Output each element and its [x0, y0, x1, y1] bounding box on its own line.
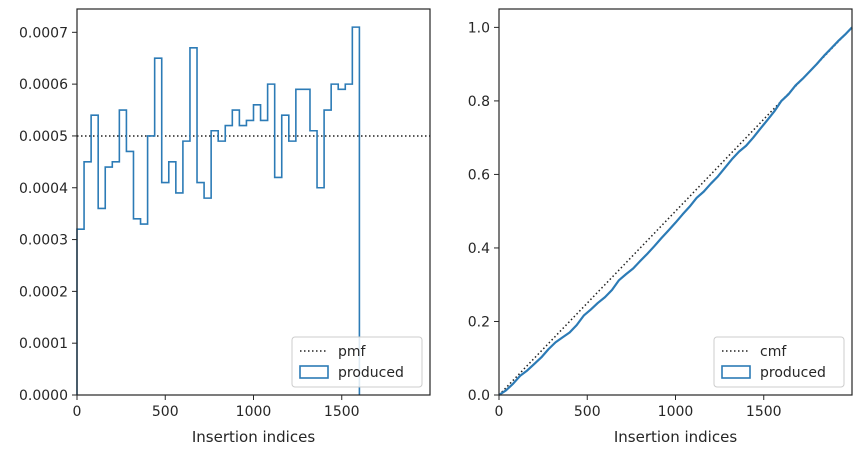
y-tick-label: 0.0 [468, 388, 490, 404]
legend-produced-label: produced [338, 365, 404, 381]
x-tick-label: 1500 [746, 404, 782, 420]
y-tick-label: 0.0006 [19, 77, 68, 93]
legend-reference-label: pmf [338, 344, 367, 360]
legend-box [713, 336, 845, 388]
legend-produced-swatch [721, 365, 751, 379]
x-tick-label: 1500 [324, 404, 360, 420]
legend: pmf produced [291, 336, 423, 388]
y-tick-label: 1.0 [468, 20, 490, 36]
y-tick-label: 0.0004 [19, 181, 68, 197]
legend-box [291, 336, 423, 388]
x-axis-label: Insertion indices [192, 428, 315, 446]
x-tick-label: 1000 [236, 404, 272, 420]
produced-histogram-step [76, 26, 361, 395]
x-tick-label: 0 [495, 404, 504, 420]
legend-produced-swatch [299, 365, 329, 379]
y-tick-label: 0.6 [468, 167, 490, 183]
y-tick-label: 0.0001 [19, 336, 68, 352]
produced-cumulative-line [498, 26, 853, 396]
y-tick-label: 0.0000 [19, 388, 68, 404]
y-tick-label: 0.0003 [19, 233, 68, 249]
x-tick-label: 1000 [658, 404, 694, 420]
x-tick-label: 0 [73, 404, 82, 420]
legend-reference-label: cmf [760, 344, 787, 360]
y-tick-label: 0.0005 [19, 129, 68, 145]
legend-produced-label: produced [760, 365, 826, 381]
y-tick-label: 0.0007 [19, 25, 68, 41]
chart-panel-1: 0 500 1000 1500 0.0000 0.0001 0.0002 0.0003 0.00… [19, 8, 431, 446]
x-axis-label: Insertion indices [614, 428, 737, 446]
x-tick-label: 500 [152, 404, 179, 420]
legend: cmf produced [713, 336, 845, 388]
chart-panel-2: 0 500 1000 1500 0.0 0.2 0.4 0.6 0.8 1.0 Insertion … [468, 8, 853, 446]
y-tick-label: 0.8 [468, 94, 490, 110]
y-tick-label: 0.0002 [19, 284, 68, 300]
y-tick-label: 0.4 [468, 241, 490, 257]
y-tick-label: 0.2 [468, 314, 490, 330]
x-tick-label: 500 [574, 404, 601, 420]
